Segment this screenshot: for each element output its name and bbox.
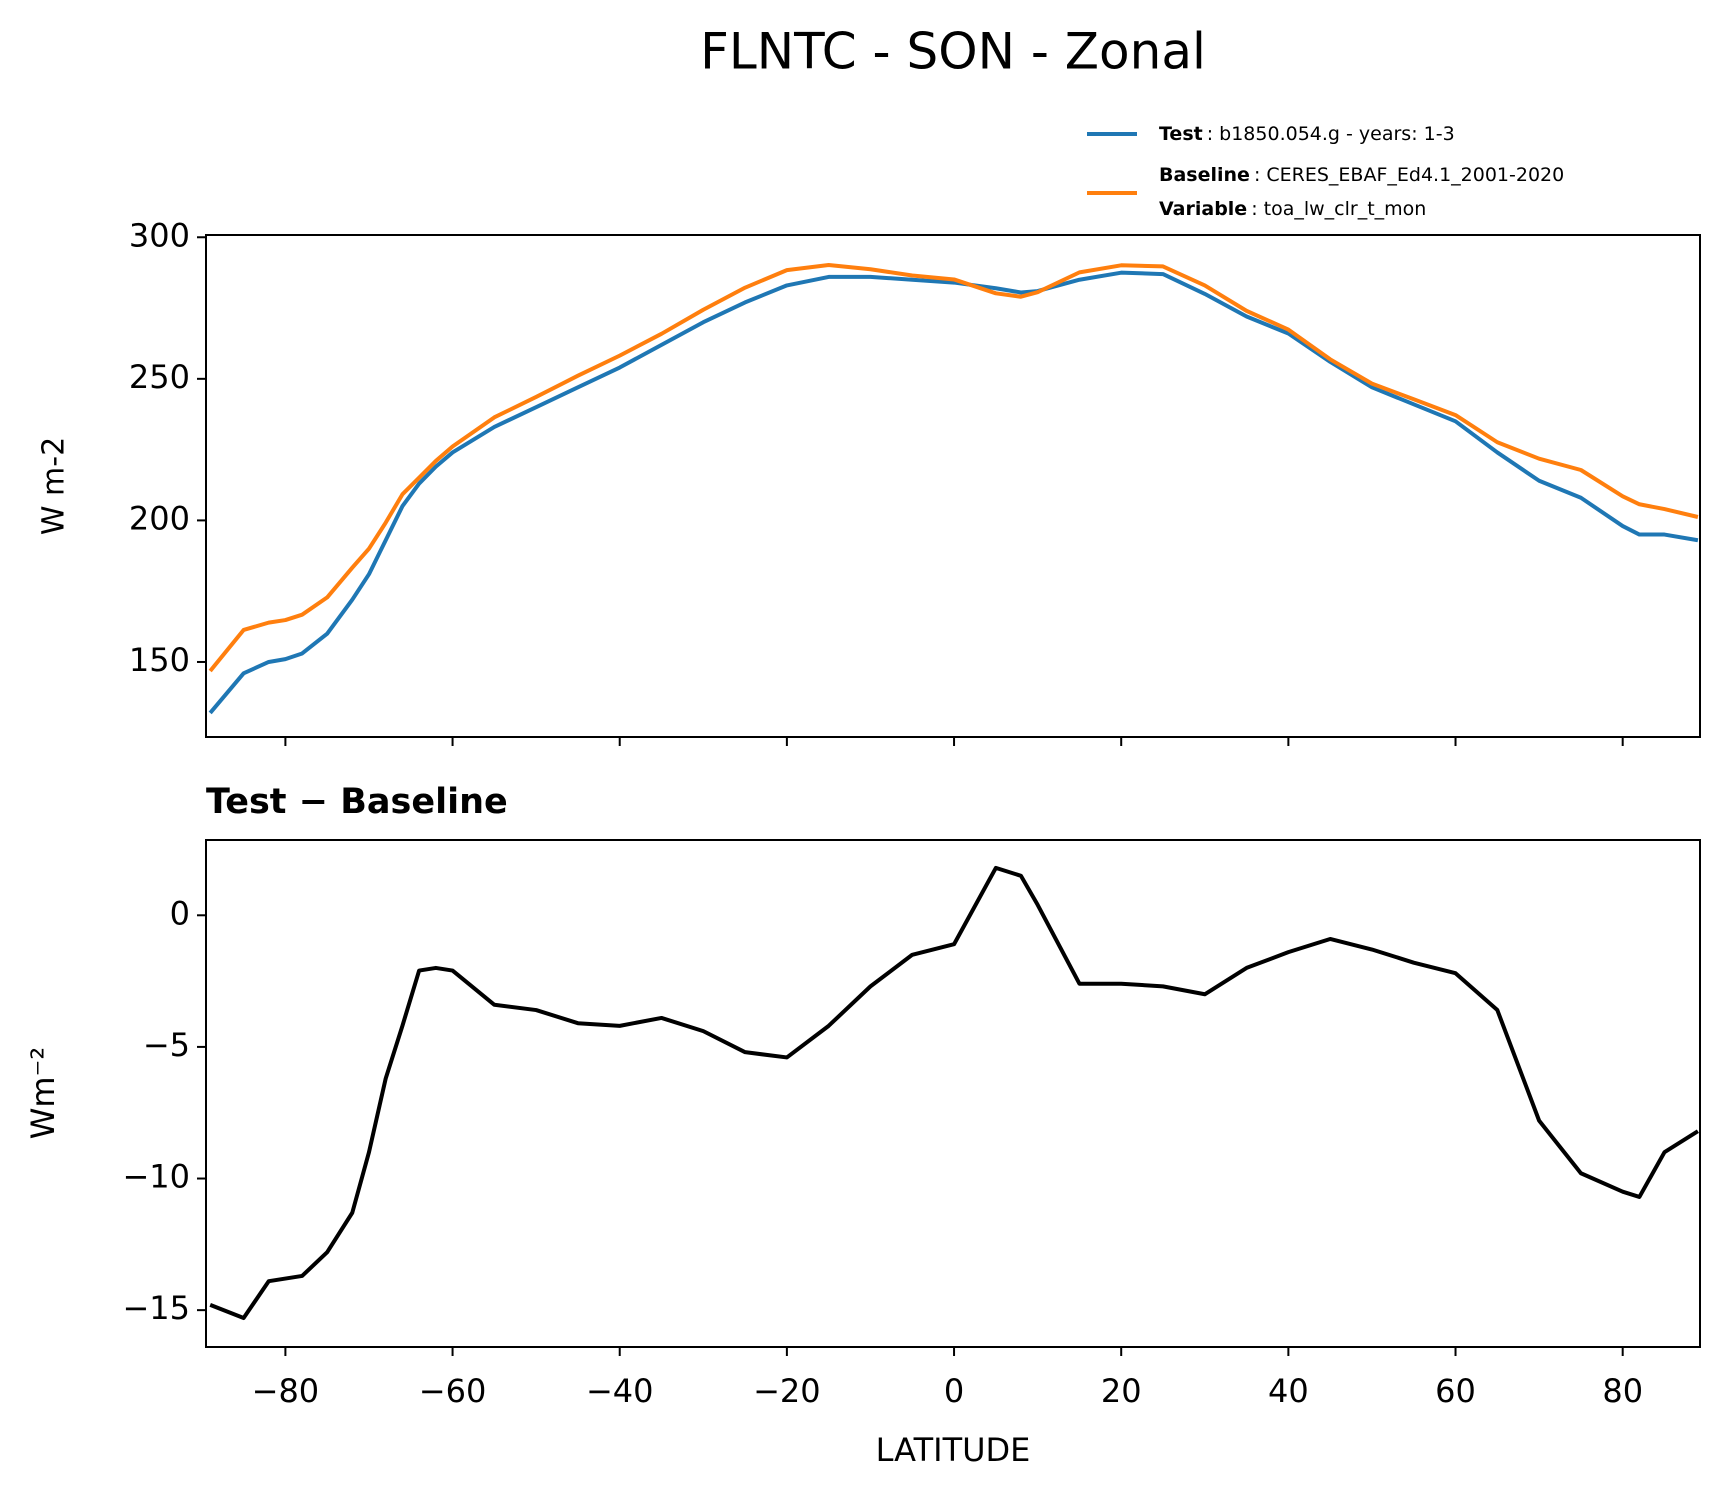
axes-frame: [205, 234, 1701, 738]
x-tick-label: −40: [586, 1372, 654, 1410]
x-tick-label: 80: [1602, 1372, 1643, 1410]
legend-entry: Test: b1850.054.g - years: 1-3: [1159, 123, 1455, 145]
x-tick-label: 40: [1268, 1372, 1309, 1410]
y-tick-label: 200: [129, 499, 190, 537]
panel-title: Test − Baseline: [206, 782, 508, 822]
y-tick-label: 250: [129, 358, 190, 396]
x-tick-label: 20: [1101, 1372, 1142, 1410]
y-tick-label: 0: [170, 894, 190, 932]
x-tick-label: −80: [252, 1372, 320, 1410]
x-axis-label: LATITUDE: [876, 1431, 1031, 1469]
legend-label: Baseline: [1159, 164, 1250, 186]
y-tick-label: 300: [129, 216, 190, 254]
y-axis-label: W m-2: [37, 437, 72, 535]
figure-title: FLNTC - SON - Zonal: [700, 23, 1206, 81]
legend-detail: : toa_lw_clr_t_mon: [1251, 198, 1426, 220]
x-tick-label: −20: [753, 1372, 821, 1410]
legend-detail: : CERES_EBAF_Ed4.1_2001-2020: [1254, 164, 1564, 186]
legend: Test: b1850.054.g - years: 1-3 Baseline:…: [1159, 123, 1564, 220]
y-tick-label: −5: [143, 1026, 190, 1064]
legend-detail: : b1850.054.g - years: 1-3: [1207, 123, 1455, 145]
data-line: [209, 865, 1699, 1321]
x-tick-label: 0: [944, 1372, 964, 1410]
x-tick-label: −60: [419, 1372, 487, 1410]
x-tick-label: 60: [1435, 1372, 1476, 1410]
legend-entry: Variable: toa_lw_clr_t_mon: [1159, 198, 1426, 220]
y-tick-label: −15: [122, 1289, 190, 1327]
y-tick-label: 150: [129, 641, 190, 679]
legend-label: Test: [1159, 123, 1203, 145]
y-tick-label: −10: [122, 1158, 190, 1196]
data-line: [208, 263, 1699, 673]
data-line: [208, 270, 1699, 715]
legend-entry: Baseline: CERES_EBAF_Ed4.1_2001-2020: [1159, 164, 1564, 186]
y-axis-label: Wm⁻²: [24, 1047, 62, 1140]
axes-frame: [205, 839, 1701, 1348]
legend-label: Variable: [1159, 198, 1247, 220]
